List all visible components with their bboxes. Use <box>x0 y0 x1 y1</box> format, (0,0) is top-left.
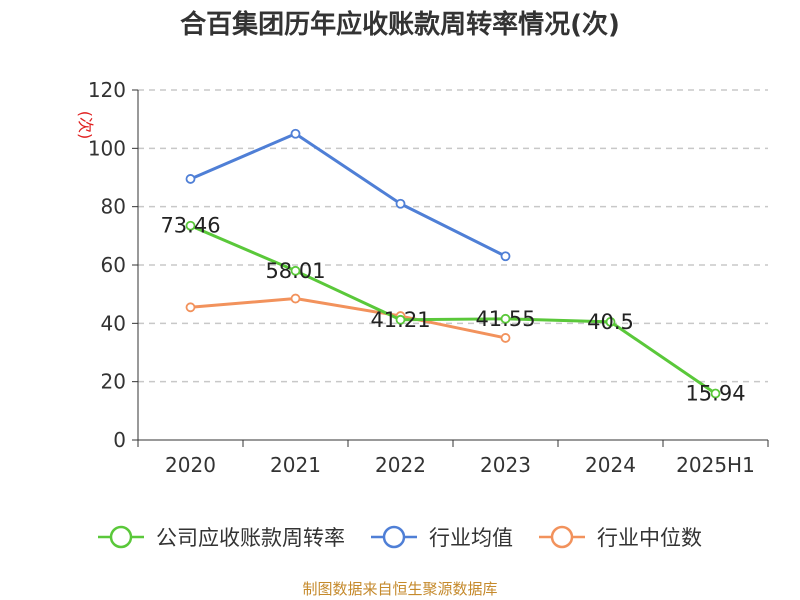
y-tick-label: 60 <box>101 253 126 277</box>
data-point <box>290 293 301 304</box>
data-point <box>185 302 196 313</box>
data-label: 40.5 <box>587 310 634 334</box>
chart-title: 合百集团历年应收账款周转率情况(次) <box>180 10 620 40</box>
data-point <box>500 333 511 343</box>
data-point <box>290 128 301 139</box>
legend-label: 行业中位数 <box>597 526 702 550</box>
gridlines <box>138 89 768 383</box>
data-label: 41.21 <box>370 308 430 332</box>
x-tick-label: 2021 <box>270 453 321 477</box>
data-point <box>605 316 616 327</box>
y-tick-label: 120 <box>88 78 126 102</box>
x-tick-label: 2020 <box>165 453 216 477</box>
data-point <box>290 265 301 276</box>
data-label: 58.01 <box>265 259 325 283</box>
legend: 公司应收账款周转率 行业均值 行业中位数 <box>98 525 702 550</box>
data-point <box>500 313 511 324</box>
data-point <box>500 251 511 262</box>
series-line <box>190 297 506 340</box>
data-label: 73.46 <box>160 214 220 238</box>
y-tick-label: 40 <box>101 311 126 335</box>
data-point <box>710 388 721 399</box>
axes: 0 20 40 60 80 100 120 (次) 2020 2021 2022 2023 2024 20… <box>76 78 769 477</box>
legend-circle-icon <box>550 525 574 549</box>
y-tick-label: 0 <box>113 428 126 452</box>
data-label: 15.94 <box>685 382 745 406</box>
x-tick-label: 2024 <box>585 453 636 477</box>
x-tick-label: 2025H1 <box>676 453 755 477</box>
y-axis-label: (次) <box>76 111 95 140</box>
data-point <box>185 220 196 231</box>
data-point <box>185 174 196 184</box>
data-labels: 73.46 58.01 41.21 41.55 40.5 15.94 <box>160 214 745 406</box>
legend-label: 行业均值 <box>429 526 513 550</box>
y-tick-label: 100 <box>88 136 126 160</box>
series-lines <box>185 128 721 399</box>
data-point <box>395 198 406 209</box>
legend-label: 公司应收账款周转率 <box>156 526 345 550</box>
y-tick-label: 80 <box>101 195 126 219</box>
series-line <box>189 224 717 395</box>
legend-circle-icon <box>109 525 133 549</box>
x-tick-label: 2023 <box>480 453 531 477</box>
series-line <box>189 132 507 258</box>
y-tick-label: 20 <box>101 370 126 394</box>
x-tick-label: 2022 <box>375 453 426 477</box>
legend-circle-icon <box>382 525 406 549</box>
data-point <box>395 314 406 325</box>
source-footer: 制图数据来自恒生聚源数据库 <box>302 580 498 598</box>
data-label: 41.55 <box>475 307 535 331</box>
